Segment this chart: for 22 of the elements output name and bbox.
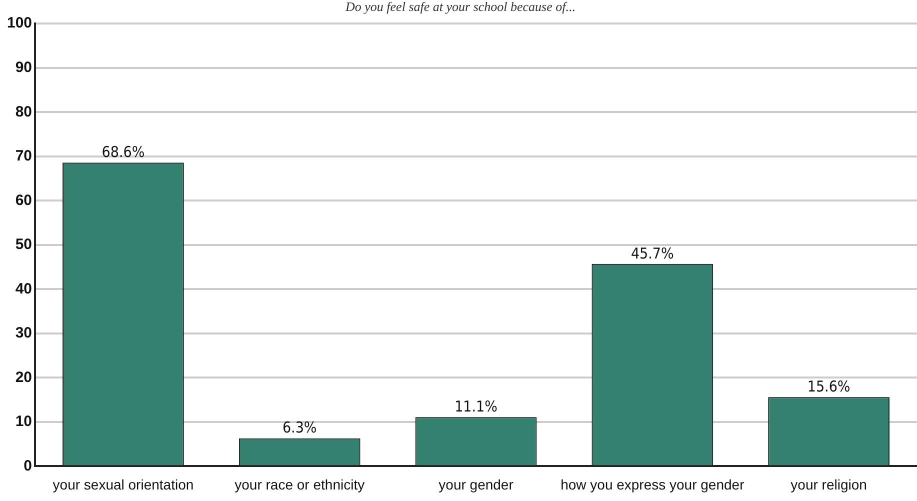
x-tick-label: your religion <box>790 476 867 492</box>
x-tick-label: your gender <box>438 476 514 492</box>
data-label: 68.6% <box>102 142 145 161</box>
x-tick-label: your sexual orientation <box>52 476 194 492</box>
data-label: 6.3% <box>282 418 317 437</box>
y-tick-label: 60 <box>15 192 32 209</box>
y-tick-label: 40 <box>15 280 32 298</box>
y-tick-label: 90 <box>15 59 32 76</box>
y-tick-label: 80 <box>15 103 32 120</box>
y-tick-label: 20 <box>15 368 32 386</box>
data-label: 15.6% <box>807 378 850 396</box>
x-tick-label: how you express your gender <box>560 476 745 492</box>
y-tick-label: 30 <box>15 324 32 342</box>
data-label: 45.7% <box>630 244 674 262</box>
x-tick-label: your race or ethnicity <box>234 476 365 492</box>
y-tick-label: 100 <box>6 14 32 32</box>
chart-title: Do you feel safe at your school because of... <box>344 0 576 14</box>
y-tick-label: 50 <box>15 236 32 254</box>
y-tick-label: 0 <box>24 457 32 474</box>
y-tick-label: 10 <box>15 413 32 430</box>
y-tick-label: 70 <box>15 148 32 165</box>
data-label: 11.1% <box>454 397 498 416</box>
